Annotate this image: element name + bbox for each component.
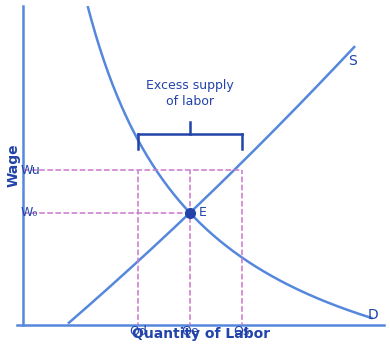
Text: S: S bbox=[348, 54, 356, 68]
Text: D: D bbox=[367, 308, 378, 322]
Text: E: E bbox=[199, 206, 206, 219]
Text: Qs: Qs bbox=[234, 325, 250, 338]
Y-axis label: Wage: Wage bbox=[7, 143, 21, 187]
Text: W₀: W₀ bbox=[20, 206, 38, 219]
Text: Excess supply
of labor: Excess supply of labor bbox=[146, 78, 234, 108]
Text: Qe: Qe bbox=[181, 325, 199, 338]
Text: Wu: Wu bbox=[20, 163, 40, 177]
Text: Qd: Qd bbox=[129, 325, 147, 338]
X-axis label: Quantity of Labor: Quantity of Labor bbox=[132, 328, 270, 341]
